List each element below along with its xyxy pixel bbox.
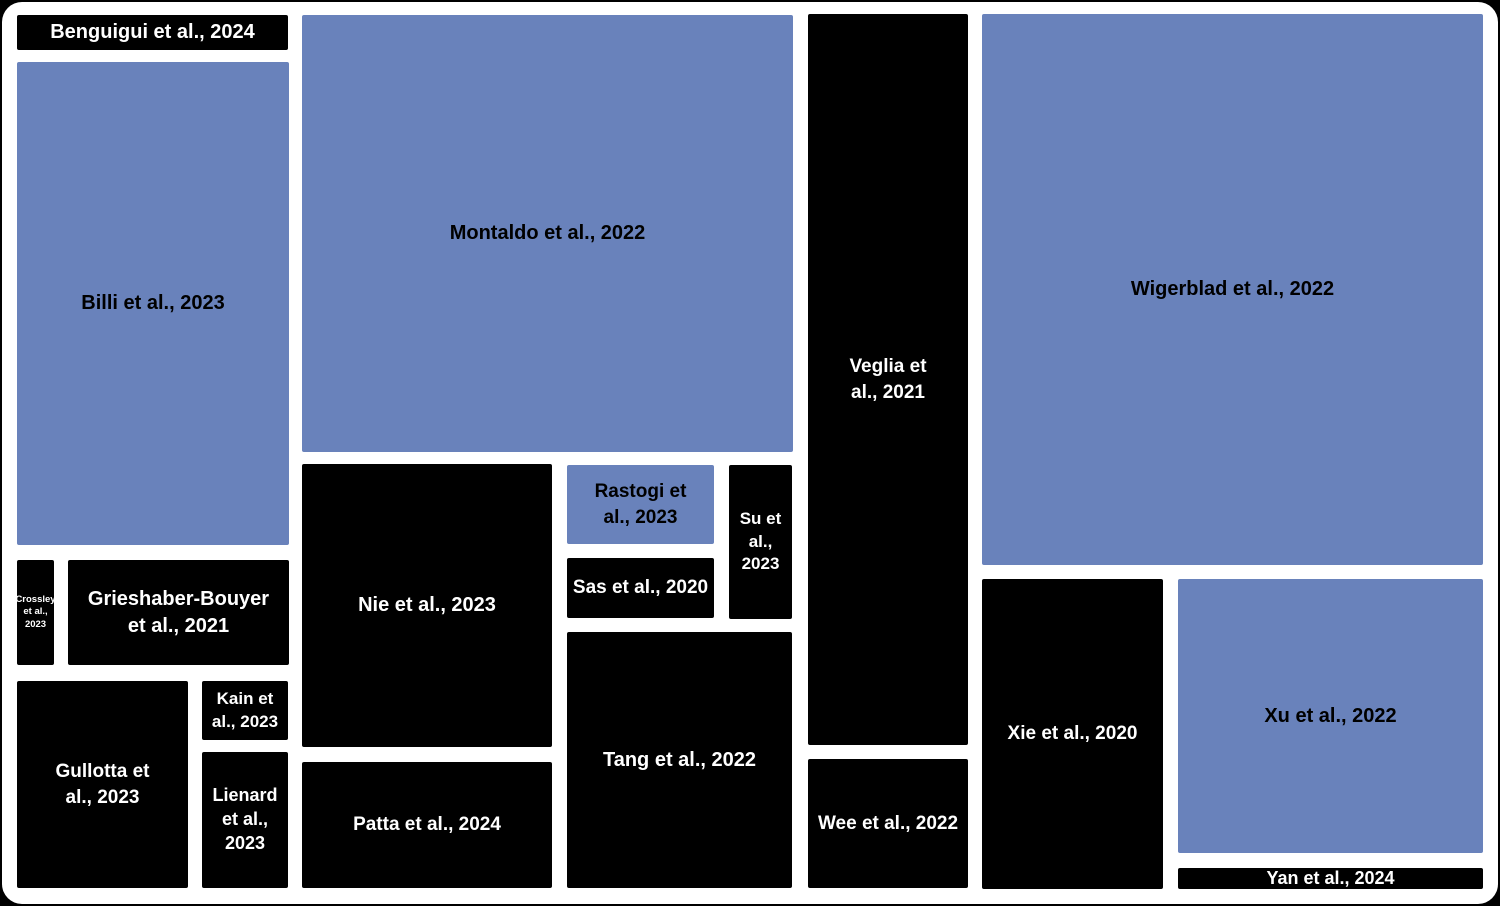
tile-label: Kain et al., 2023 xyxy=(211,689,279,731)
treemap-tile-gullotta-et-al-2023: Gullotta et al., 2023 xyxy=(17,681,188,888)
tile-label: Xie et al., 2020 xyxy=(1007,723,1138,745)
treemap-tile-lienard-et-al-2023: Lienard et al., 2023 xyxy=(202,752,288,888)
tile-label: Montaldo et al., 2022 xyxy=(449,222,646,245)
tile-label: Patta et al., 2024 xyxy=(353,814,501,836)
treemap-tile-kain-et-al-2023: Kain et al., 2023 xyxy=(202,681,288,740)
treemap-tile-crossley-et-al-2023: Crossley et al., 2023 xyxy=(17,560,54,665)
tile-label: Xu et al., 2022 xyxy=(1264,704,1397,727)
treemap-tile-billi-et-al-2023: Billi et al., 2023 xyxy=(17,62,289,545)
tile-label: Wigerblad et al., 2022 xyxy=(1130,278,1335,301)
treemap-tile-montaldo-et-al-2022: Montaldo et al., 2022 xyxy=(302,15,793,452)
tile-label: Sas et al., 2020 xyxy=(572,577,709,599)
treemap-tile-patta-et-al-2024: Patta et al., 2024 xyxy=(302,762,552,888)
treemap-tile-yan-et-al-2024: Yan et al., 2024 xyxy=(1178,868,1483,889)
treemap-tile-tang-et-al-2022: Tang et al., 2022 xyxy=(567,632,792,888)
tile-label: Benguigui et al., 2024 xyxy=(50,21,255,44)
tile-label: Lienard et al., 2023 xyxy=(212,785,278,853)
treemap-tile-rastogi-et-al-2023: Rastogi et al., 2023 xyxy=(567,465,714,544)
treemap-tile-wigerblad-et-al-2022: Wigerblad et al., 2022 xyxy=(982,14,1483,565)
tile-label: Grieshaber-Bouyer et al., 2021 xyxy=(87,588,270,637)
tile-label: Nie et al., 2023 xyxy=(358,594,496,617)
treemap-tile-benguigui-et-al-2024: Benguigui et al., 2024 xyxy=(17,15,288,50)
tile-label: Tang et al., 2022 xyxy=(602,748,757,771)
tile-label: Crossley et al., 2023 xyxy=(17,593,54,630)
treemap-tile-veglia-et-al-2021: Veglia et al., 2021 xyxy=(808,14,968,745)
tile-label: Yan et al., 2024 xyxy=(1266,868,1395,888)
treemap-tile-grieshaber-bouyer-et-al-2021: Grieshaber-Bouyer et al., 2021 xyxy=(68,560,289,665)
treemap-tile-xie-et-al-2020: Xie et al., 2020 xyxy=(982,579,1163,889)
treemap-tile-wee-et-al-2022: Wee et al., 2022 xyxy=(808,759,968,888)
tile-label: Wee et al., 2022 xyxy=(817,812,959,834)
treemap-tile-su-et-al-2023: Su et al., 2023 xyxy=(729,465,792,619)
treemap-tile-xu-et-al-2022: Xu et al., 2022 xyxy=(1178,579,1483,853)
tile-label: Su et al., 2023 xyxy=(739,509,782,574)
tile-label: Gullotta et al., 2023 xyxy=(55,761,150,808)
tile-label: Veglia et al., 2021 xyxy=(849,356,927,403)
tile-label: Rastogi et al., 2023 xyxy=(594,481,687,528)
treemap-tile-nie-et-al-2023: Nie et al., 2023 xyxy=(302,464,552,747)
tile-label: Billi et al., 2023 xyxy=(81,292,225,315)
treemap-tile-sas-et-al-2020: Sas et al., 2020 xyxy=(567,558,714,618)
